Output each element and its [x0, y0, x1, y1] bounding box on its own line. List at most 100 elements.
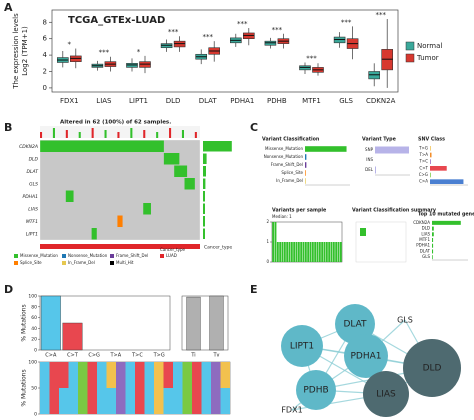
- category-label: T>G: [418, 145, 428, 150]
- node-label: DLAT: [343, 320, 367, 330]
- bar: [279, 242, 282, 262]
- stacked-segment: [163, 362, 173, 388]
- node-label: PDHA1: [350, 352, 381, 362]
- stacked-segment: [97, 362, 107, 414]
- gene-freq-bar: [203, 153, 207, 164]
- bar: [375, 166, 376, 174]
- gene-freq-bar: [203, 203, 205, 214]
- oncoplot-top-bar: [91, 128, 94, 138]
- y-tick-label: 0: [266, 259, 269, 264]
- bar: [309, 242, 312, 262]
- panel-label: E: [250, 283, 258, 296]
- stacked-segment: [40, 362, 50, 414]
- x-tick-label: CDKN2A: [366, 97, 396, 105]
- stacked-segment: [220, 362, 230, 388]
- mutation-cells: [40, 140, 164, 152]
- oncoplot-top-bar: [130, 128, 133, 138]
- bar: [305, 162, 307, 168]
- stacked-segment: [220, 388, 230, 414]
- y-tick-label: 2: [43, 68, 47, 76]
- chart-title: Top 10 mutated genes: [418, 212, 474, 218]
- bar: [286, 242, 289, 262]
- bar: [375, 146, 409, 154]
- bar: [272, 222, 275, 262]
- y-tick-label: 40: [31, 326, 37, 332]
- stacked-segment: [125, 362, 135, 414]
- category-label: Missense_Mutation: [265, 146, 303, 151]
- mutation-cells: [184, 178, 195, 190]
- x-tick-label: FDX1: [60, 97, 79, 105]
- legend-title: Cancer_type: [160, 247, 186, 252]
- y-axis-label: The expression levels: [12, 13, 20, 90]
- legend-swatch: [62, 261, 66, 265]
- bar: [300, 242, 303, 262]
- y-axis-label: % Mutations: [21, 369, 28, 406]
- significance: ***: [375, 11, 386, 19]
- y-tick-label: 20: [31, 337, 37, 343]
- oncoplot-top-bars: [40, 126, 200, 138]
- category-label: CDKN2A: [413, 220, 430, 225]
- network-node: [335, 304, 375, 344]
- category-label: GLS: [422, 254, 430, 259]
- network-node: [403, 339, 461, 397]
- bar: [339, 242, 342, 262]
- x-tick-label: PDHB: [267, 97, 287, 105]
- bar: [293, 242, 296, 262]
- gene-freq-bar: [203, 141, 232, 152]
- bar: [283, 242, 286, 262]
- x-tick-label: C>T: [67, 353, 79, 359]
- bar: [432, 226, 434, 231]
- y-tick-label: 50: [31, 386, 37, 392]
- node-label: DLD: [423, 364, 442, 374]
- x-tick-label: Tv: [212, 353, 219, 359]
- y-tick-label: 0: [43, 84, 47, 92]
- node-label: LIAS: [376, 390, 396, 400]
- oncoplot-top-bar: [194, 132, 197, 138]
- stacked-segment: [163, 388, 173, 414]
- gene-label: DLD: [29, 156, 39, 162]
- bar: [305, 178, 306, 184]
- plot-frame: [271, 221, 343, 263]
- category-label: MTF1: [419, 237, 430, 242]
- category-label: C>A: [419, 179, 428, 184]
- bar: [328, 242, 331, 262]
- significance: ***: [99, 49, 110, 57]
- chart-title: SNV Class: [418, 137, 445, 143]
- stacked-segment: [211, 362, 221, 414]
- bar: [209, 295, 224, 351]
- x-tick-label: T>C: [131, 353, 143, 359]
- node-label: GLS: [397, 316, 413, 325]
- y-tick-label: 0: [34, 348, 37, 354]
- bar: [316, 242, 319, 262]
- oncoplot-grid-lines: [39, 139, 201, 241]
- bar: [307, 242, 310, 262]
- category-label: T>C: [418, 159, 428, 164]
- oncoplot-top-bar: [117, 132, 120, 138]
- legend-swatch: [62, 254, 66, 258]
- x-tick-label: C>A: [45, 353, 57, 359]
- bar: [323, 242, 326, 262]
- category-label: C>G: [419, 172, 428, 177]
- y-tick-label: 8: [43, 18, 47, 26]
- stacked-segment: [116, 362, 126, 414]
- bar: [305, 154, 307, 160]
- oncoplot-top-bar: [181, 130, 184, 138]
- x-tick-label: T>G: [153, 353, 165, 359]
- y-axis-label: % Mutations: [21, 304, 28, 341]
- bar: [62, 322, 83, 351]
- legend-label: Splice_Site: [20, 260, 42, 265]
- y-tick-label: 60: [31, 315, 37, 321]
- stacked-segment: [192, 362, 202, 414]
- stacked-segment: [144, 362, 154, 414]
- bar: [337, 242, 340, 262]
- oncoplot-top-bar: [78, 132, 81, 138]
- bar: [430, 152, 432, 158]
- stacked-segment: [68, 362, 78, 414]
- bar: [297, 242, 300, 262]
- stacked-segment: [59, 362, 69, 388]
- y-tick-label: 100: [28, 360, 37, 366]
- bar: [432, 249, 434, 254]
- significance: ***: [168, 28, 179, 36]
- legend-label: Normal: [417, 42, 442, 50]
- x-tick-label: T>A: [109, 353, 121, 359]
